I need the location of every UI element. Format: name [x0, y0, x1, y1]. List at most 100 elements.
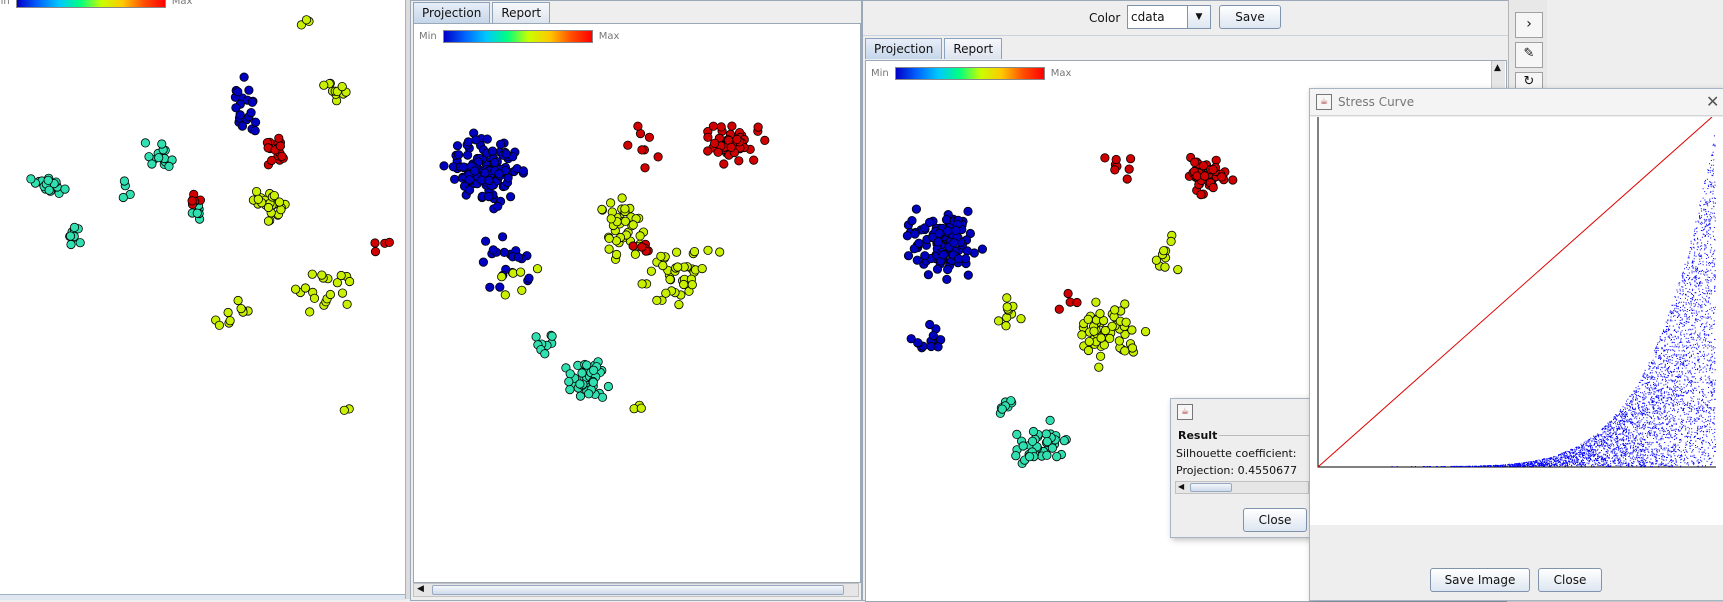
scatter-point [623, 140, 633, 150]
result-section-label: Result [1178, 429, 1218, 442]
color-toolbar: Color cdata ▼ Save [863, 1, 1508, 36]
scatter-point [703, 146, 713, 156]
scatter-point [1084, 336, 1094, 347]
vertical-scrollbar-3[interactable]: ▲ [1491, 61, 1505, 91]
tab-report[interactable]: Report [944, 38, 1003, 59]
scatter-point [516, 267, 526, 277]
stress-close-button[interactable]: Close [1538, 568, 1602, 592]
scatter-point [1190, 157, 1200, 167]
scatter-point [577, 368, 587, 378]
save-image-button[interactable]: Save Image [1430, 568, 1530, 592]
scatter-point [1125, 154, 1136, 164]
panel-divider[interactable] [405, 0, 411, 599]
scatter-point [646, 266, 656, 276]
scatter-point [481, 236, 491, 246]
scatter-point [713, 147, 723, 157]
scatter-point [633, 121, 643, 131]
scatter-point [488, 146, 498, 156]
scatter-point [1124, 164, 1134, 174]
scatter-point [1018, 441, 1028, 451]
scatter-point [689, 247, 700, 257]
result-close-button[interactable]: Close [1243, 508, 1307, 532]
scatter-point [942, 274, 952, 284]
scatter-point [902, 231, 913, 241]
scatter-point [1208, 165, 1218, 175]
scatter-point [617, 193, 627, 203]
scatter-point [620, 204, 630, 214]
scatter-point [687, 280, 697, 290]
color-gradient-bar [894, 67, 1045, 80]
scatter-point [703, 132, 713, 142]
tab-report[interactable]: Report [492, 2, 551, 23]
scatter-point [1094, 362, 1104, 372]
scroll-thumb[interactable] [1190, 483, 1232, 492]
scatter-point [75, 238, 85, 248]
scatter-point [997, 404, 1007, 414]
scatter-point [603, 381, 613, 392]
scatter-point [1217, 172, 1227, 182]
color-gradient-bar [442, 30, 593, 43]
scatter-point [43, 175, 53, 185]
scatter-point [309, 293, 320, 303]
scatter-point [1159, 246, 1169, 256]
scatter-point [1105, 333, 1115, 343]
tab-projection[interactable]: Projection [865, 38, 943, 59]
result-divider [1219, 435, 1311, 436]
color-select[interactable]: cdata ▼ [1127, 5, 1211, 29]
horizontal-scrollbar-2[interactable]: ◀ [413, 583, 859, 597]
scatter-point [490, 157, 500, 168]
identity-line [1317, 117, 1713, 468]
scatter-point [499, 247, 509, 257]
result-scrollbar[interactable]: ◀ [1175, 481, 1309, 494]
projection-value: Projection: 0.4550677 [1176, 464, 1298, 477]
scatter-point [951, 225, 961, 235]
projection-plot-2[interactable]: Min Max [413, 23, 861, 583]
scatter-point [1059, 436, 1069, 446]
scatter-point [749, 155, 759, 165]
scatter-point [628, 241, 638, 251]
scatter-point [1083, 345, 1094, 356]
scatter-point [225, 316, 235, 326]
scroll-left-arrow-icon[interactable]: ◀ [1178, 482, 1185, 491]
scatter-point [644, 132, 654, 142]
scatter-point [943, 226, 953, 236]
scatter-point [1151, 255, 1161, 265]
scroll-thumb[interactable] [432, 585, 844, 595]
scatter-point [384, 237, 394, 247]
scatter-point [703, 245, 713, 255]
save-button[interactable]: Save [1219, 5, 1281, 29]
close-icon[interactable]: ✕ [1706, 92, 1720, 111]
scatter-point [500, 290, 510, 300]
chevron-right-icon[interactable]: › [1515, 12, 1543, 38]
scroll-up-arrow-icon[interactable]: ▲ [1494, 63, 1501, 73]
scatter-point [1083, 314, 1093, 324]
scatter-point [920, 251, 930, 261]
scatter-point [604, 244, 614, 254]
projection-plot-1[interactable]: Min Max [0, 0, 405, 599]
scatter-point [1100, 325, 1110, 336]
dropdown-arrow-icon[interactable]: ▼ [1187, 6, 1210, 28]
scatter-point [1228, 175, 1238, 185]
scatter-point [239, 72, 249, 82]
edit-icon[interactable]: ✎ [1515, 42, 1543, 68]
scatter-point [246, 108, 256, 118]
scatter-point [564, 376, 574, 387]
tab-projection[interactable]: Projection [413, 2, 491, 23]
legend-min-label: Min [0, 0, 10, 7]
scatter-point [934, 228, 944, 238]
scatter-point [1063, 288, 1073, 299]
scatter-point [635, 231, 645, 241]
scroll-left-arrow-icon[interactable]: ◀ [417, 584, 424, 594]
scatter-point [925, 319, 935, 330]
color-legend-1: Min Max [0, 0, 192, 8]
scatter-point [604, 233, 614, 243]
scatter-point [231, 103, 241, 113]
stress-point-cloud [1391, 135, 1716, 467]
scatter-point [501, 149, 511, 159]
scatter-point [274, 197, 285, 207]
scatter-point [907, 216, 917, 226]
scatter-point [913, 338, 923, 348]
scatter-point [674, 299, 684, 310]
scatter-point [480, 168, 490, 178]
scatter-plot-2 [439, 121, 770, 414]
